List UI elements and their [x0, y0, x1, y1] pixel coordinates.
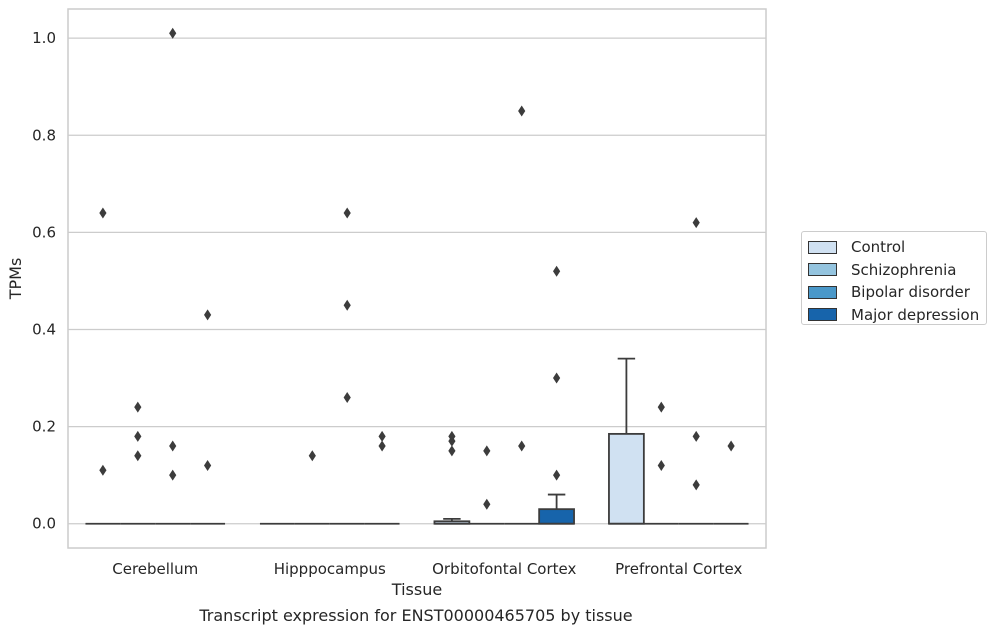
- outlier-point: [692, 217, 700, 229]
- outlier-point: [553, 469, 561, 481]
- outlier-point: [727, 440, 735, 452]
- chart-caption: Transcript expression for ENST0000046570…: [199, 606, 633, 625]
- plot-frame: [67, 8, 767, 549]
- outlier-point: [169, 440, 177, 452]
- legend-label: Major depression: [851, 305, 980, 324]
- outlier-point: [343, 207, 351, 219]
- outlier-point: [657, 459, 665, 471]
- x-axis-ticks: Cerebellum Hipppocampus Orbitofontal Corte…: [112, 560, 742, 578]
- outlier-point: [134, 430, 142, 442]
- legend-label: Schizophrenia: [851, 260, 957, 279]
- outlier-point: [518, 440, 526, 452]
- outlier-point: [378, 430, 386, 442]
- outlier-point: [692, 479, 700, 491]
- legend-label: Bipolar disorder: [851, 283, 970, 302]
- box-body: [608, 432, 645, 525]
- y-tick-label: 0.8: [32, 126, 56, 144]
- boxes-layer: [85, 357, 749, 525]
- outlier-point: [134, 450, 142, 462]
- outlier-point: [169, 469, 177, 481]
- box: [538, 493, 575, 525]
- outlier-point: [204, 309, 212, 321]
- outlier-point: [483, 498, 491, 510]
- y-tick-label: 0.4: [32, 320, 56, 338]
- outlier-point: [518, 105, 526, 117]
- outlier-point: [308, 450, 316, 462]
- outlier-point: [483, 445, 491, 457]
- legend-item-control: Control: [808, 236, 986, 259]
- y-tick-label: 0.2: [32, 418, 56, 436]
- legend: Control Schizophrenia Bipolar disorder M…: [801, 231, 987, 325]
- legend-label: Control: [851, 238, 906, 257]
- outlier-point: [448, 430, 456, 442]
- x-tick-label: Cerebellum: [112, 560, 198, 578]
- y-axis-label: TPMs: [6, 258, 25, 301]
- y-tick-label: 0.0: [32, 515, 56, 533]
- legend-item-bipolar-disorder: Bipolar disorder: [808, 281, 986, 304]
- outlier-point: [448, 445, 456, 457]
- box: [433, 517, 471, 525]
- legend-swatch: [808, 263, 837, 277]
- box-body: [538, 508, 575, 525]
- outlier-point: [169, 27, 177, 39]
- box: [608, 357, 645, 525]
- y-tick-label: 1.0: [32, 29, 56, 47]
- outlier-point: [343, 391, 351, 403]
- outlier-point: [378, 440, 386, 452]
- legend-swatch: [808, 308, 837, 322]
- outlier-point: [553, 372, 561, 384]
- outlier-point: [657, 401, 665, 413]
- x-tick-label: Prefrontal Cortex: [615, 560, 742, 578]
- outlier-point: [204, 459, 212, 471]
- x-axis-label: Tissue: [391, 580, 442, 599]
- y-tick-label: 0.6: [32, 223, 56, 241]
- outlier-point: [692, 430, 700, 442]
- outlier-point: [99, 464, 107, 476]
- outlier-point: [553, 265, 561, 277]
- legend-swatch: [808, 240, 837, 254]
- legend-item-schizophrenia: Schizophrenia: [808, 259, 986, 282]
- y-axis-ticks: 0.0 0.2 0.4 0.6 0.8 1.0: [32, 29, 56, 533]
- outlier-point: [99, 207, 107, 219]
- x-tick-label: Orbitofontal Cortex: [432, 560, 576, 578]
- x-tick-label: Hipppocampus: [274, 560, 386, 578]
- legend-swatch: [808, 285, 837, 299]
- outliers-layer: [99, 27, 735, 510]
- legend-item-major-depression: Major depression: [808, 304, 986, 327]
- outlier-point: [343, 299, 351, 311]
- outlier-point: [134, 401, 142, 413]
